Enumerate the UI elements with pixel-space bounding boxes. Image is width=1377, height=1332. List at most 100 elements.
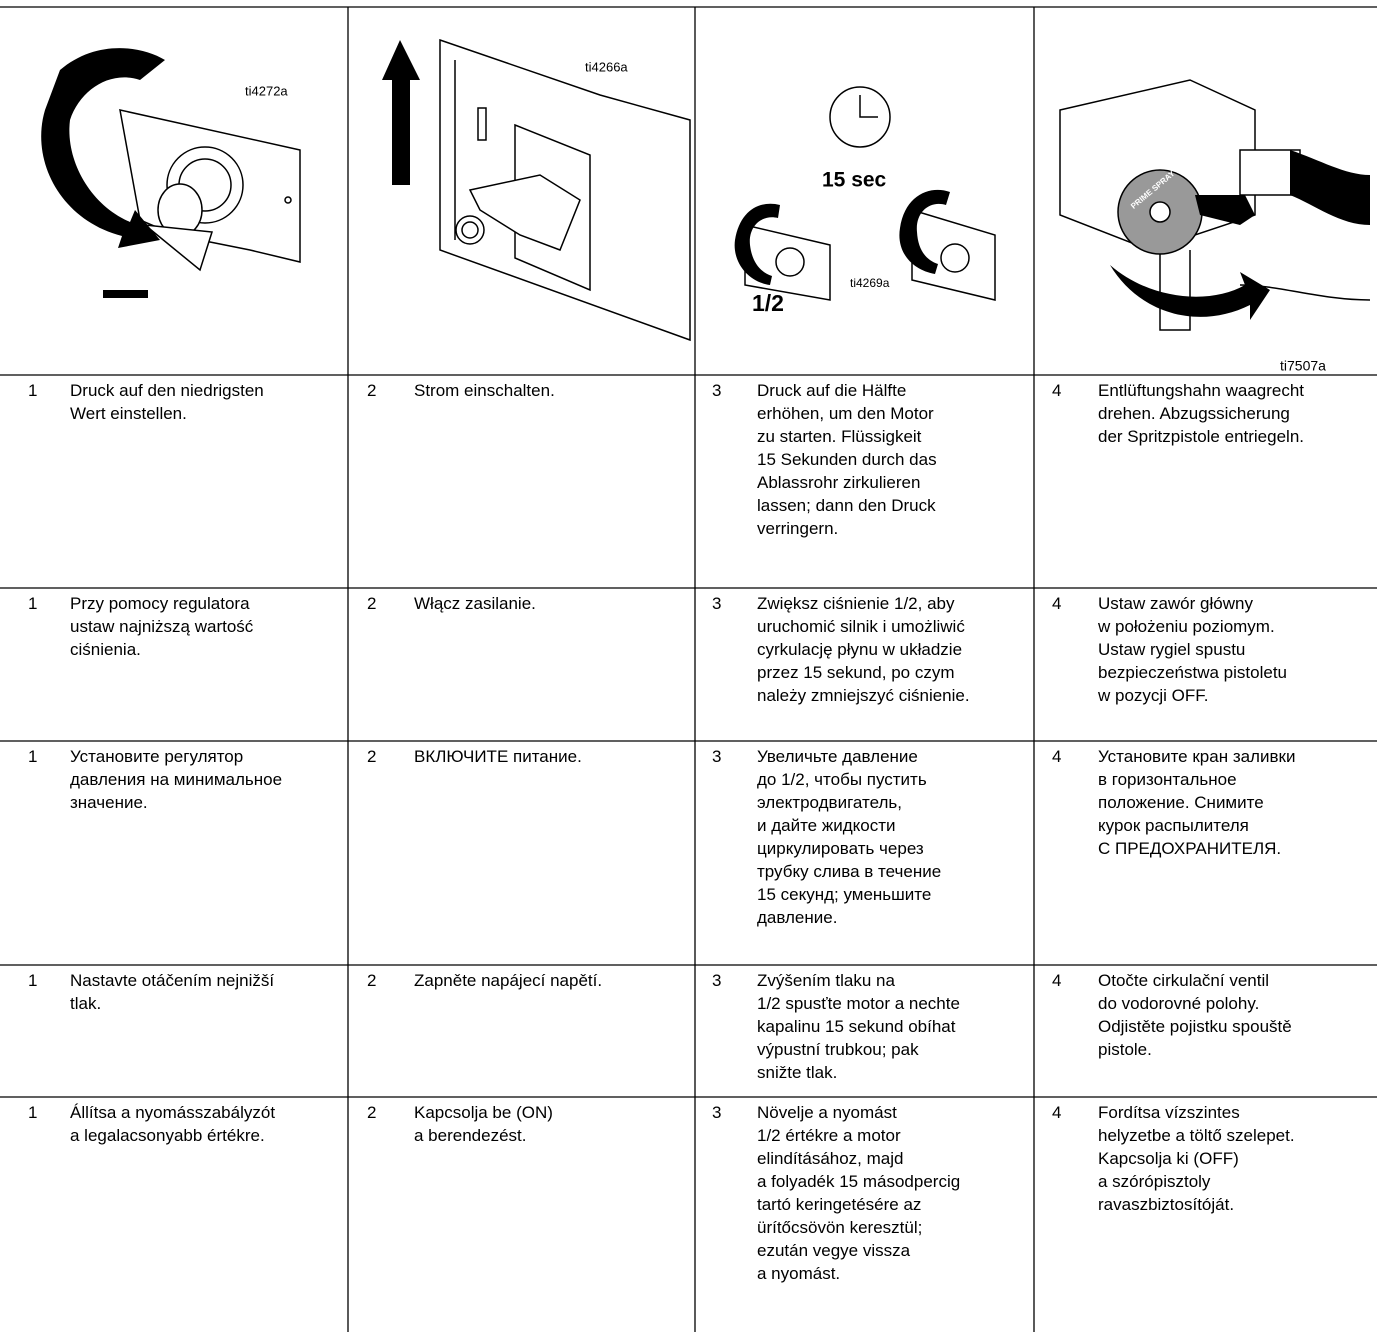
- step-text: Strom einschalten.: [414, 381, 555, 400]
- step-text: положение. Снимите: [1098, 793, 1264, 812]
- step-text: a folyadék 15 másodpercig: [757, 1172, 960, 1191]
- step-text: a szórópisztoly: [1098, 1172, 1211, 1191]
- step-number: 2: [367, 971, 376, 990]
- step-number: 1: [28, 381, 37, 400]
- step-text: 1/2 értékre a motor: [757, 1126, 901, 1145]
- step-text: Növelje a nyomást: [757, 1103, 897, 1122]
- step-text: snižte tlak.: [757, 1063, 837, 1082]
- step-number: 3: [712, 594, 721, 613]
- figure-label: ti4272a: [245, 84, 288, 99]
- step-text: tlak.: [70, 994, 101, 1013]
- step-number: 3: [712, 1103, 721, 1122]
- step-number: 2: [367, 1103, 376, 1122]
- step-text: Odjistěte pojistku spouště: [1098, 1017, 1292, 1036]
- illustration-timer: [734, 86, 996, 301]
- step-text: ustaw najniższą wartość: [70, 617, 254, 636]
- step-text: 15 Sekunden durch das: [757, 450, 937, 469]
- step-text: uruchomić silnik i umożliwić: [757, 617, 965, 636]
- step-number: 1: [28, 971, 37, 990]
- step-text: ürítőcsövön keresztül;: [757, 1218, 922, 1237]
- step-text: tartó keringetésére az: [757, 1195, 921, 1214]
- step-text: do vodorovné polohy.: [1098, 994, 1259, 1013]
- step-number: 1: [28, 594, 37, 613]
- figure-label: 1/2: [752, 290, 784, 316]
- step-text: Kapcsolja ki (OFF): [1098, 1149, 1239, 1168]
- step-text: w pozycji OFF.: [1097, 686, 1209, 705]
- step-number: 1: [28, 747, 37, 766]
- step-text: Zwiększ ciśnienie 1/2, aby: [757, 594, 955, 613]
- step-text: Установите регулятор: [70, 747, 243, 766]
- step-text: до 1/2, чтобы пустить: [757, 770, 927, 789]
- step-text: Установите кран заливки: [1098, 747, 1295, 766]
- step-text: Ustaw zawór główny: [1098, 594, 1253, 613]
- step-text: электродвигатель,: [757, 793, 902, 812]
- step-text: a berendezést.: [414, 1126, 526, 1145]
- step-text: drehen. Abzugssicherung: [1098, 404, 1290, 423]
- step-text: der Spritzpistole entriegeln.: [1098, 427, 1304, 446]
- step-text: Zapněte napájecí napětí.: [414, 971, 602, 990]
- step-text: a nyomást.: [757, 1264, 840, 1283]
- step-text: Ustaw rygiel spustu: [1098, 640, 1245, 659]
- step-text: zu starten. Flüssigkeit: [757, 427, 922, 446]
- step-text: Druck auf den niedrigsten: [70, 381, 264, 400]
- figure-label: 15 sec: [822, 168, 887, 191]
- step-text: 1/2 spusťte motor a nechte: [757, 994, 960, 1013]
- step-text: w położeniu poziomym.: [1097, 617, 1275, 636]
- step-number: 2: [367, 747, 376, 766]
- step-number: 2: [367, 381, 376, 400]
- step-text: ravaszbiztosítóját.: [1098, 1195, 1234, 1214]
- step-text: Włącz zasilanie.: [414, 594, 536, 613]
- step-text: 15 секунд; уменьшите: [757, 885, 931, 904]
- step-text: курок распылителя: [1098, 816, 1249, 835]
- step-text: ciśnienia.: [70, 640, 141, 659]
- step-text: Ablassrohr zirkulieren: [757, 473, 920, 492]
- step-text: и дайте жидкости: [757, 816, 896, 835]
- step-number: 4: [1052, 594, 1061, 613]
- step-number: 1: [28, 1103, 37, 1122]
- step-number: 2: [367, 594, 376, 613]
- step-number: 3: [712, 381, 721, 400]
- step-text: cyrkulację płynu w układzie: [757, 640, 962, 659]
- step-text: Otočte cirkulační ventil: [1098, 971, 1269, 990]
- step-text: a legalacsonyabb értékre.: [70, 1126, 265, 1145]
- step-text: pistole.: [1098, 1040, 1152, 1059]
- illustration-knob: [41, 48, 301, 298]
- step-number: 4: [1052, 381, 1061, 400]
- step-text: давления на минимальное: [70, 770, 282, 789]
- step-number: 4: [1052, 1103, 1061, 1122]
- step-text: Fordítsa vízszintes: [1098, 1103, 1240, 1122]
- step-text: verringern.: [757, 519, 838, 538]
- step-text: helyzetbe a töltő szelepet.: [1098, 1126, 1295, 1145]
- step-text: циркулировать через: [757, 839, 924, 858]
- step-text: erhöhen, um den Motor: [757, 404, 934, 423]
- step-text: Wert einstellen.: [70, 404, 187, 423]
- step-text: Állítsa a nyomásszabályzót: [70, 1103, 275, 1122]
- figure-label: ti4266a: [585, 60, 628, 75]
- step-text: Kapcsolja be (ON): [414, 1103, 553, 1122]
- step-text: Zvýšením tlaku na: [757, 971, 895, 990]
- step-text: lassen; dann den Druck: [757, 496, 936, 515]
- step-text: значение.: [70, 793, 148, 812]
- step-number: 4: [1052, 747, 1061, 766]
- step-text: należy zmniejszyć ciśnienie.: [757, 686, 970, 705]
- step-text: Druck auf die Hälfte: [757, 381, 906, 400]
- step-text: przez 15 sekund, po czym: [757, 663, 954, 682]
- step-text: С ПРЕДОХРАНИТЕЛЯ.: [1098, 839, 1281, 858]
- step-text: kapalinu 15 sekund obíhat: [757, 1017, 956, 1036]
- step-text: трубку слива в течение: [757, 862, 941, 881]
- step-text: Przy pomocy regulatora: [70, 594, 250, 613]
- step-text: výpustní trubkou; pak: [757, 1040, 919, 1059]
- step-text: Entlüftungshahn waagrecht: [1098, 381, 1304, 400]
- illustration-valve: [1059, 79, 1371, 331]
- step-text: ezután vegye vissza: [757, 1241, 911, 1260]
- step-number: 4: [1052, 971, 1061, 990]
- figure-label: ti7507a: [1280, 357, 1326, 373]
- figure-label: ti4269a: [850, 276, 890, 290]
- illustration-switch: [382, 38, 691, 342]
- step-text: elindításához, majd: [757, 1149, 903, 1168]
- step-text: давление.: [757, 908, 837, 927]
- step-text: Nastavte otáčením nejnižší: [70, 971, 274, 990]
- step-text: ВКЛЮЧИТЕ питание.: [414, 747, 582, 766]
- step-text: bezpieczeństwa pistoletu: [1098, 663, 1287, 682]
